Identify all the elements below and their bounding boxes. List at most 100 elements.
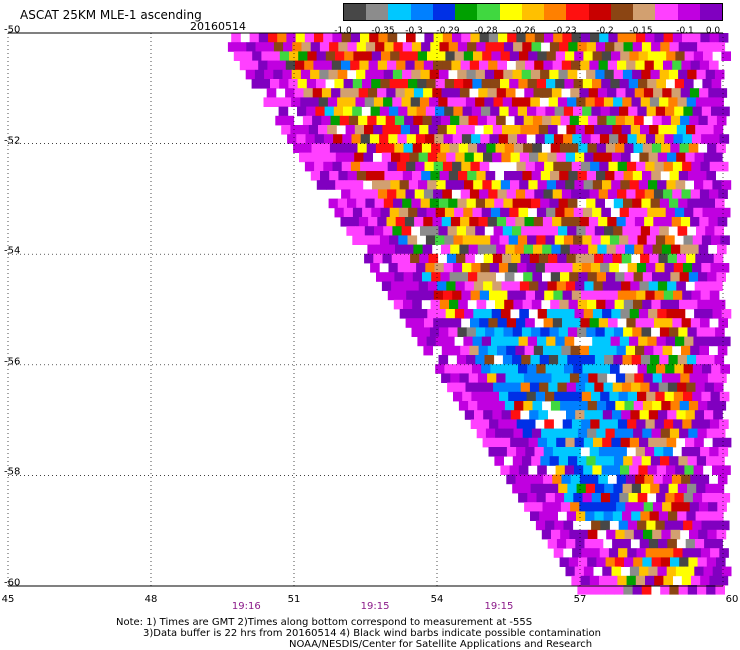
heatmap-cell [439,171,450,181]
heatmap-cell [412,171,422,181]
heatmap-cell [592,336,602,347]
heatmap-cell [400,125,411,135]
heatmap-cell [666,465,676,475]
heatmap-cell [529,410,539,420]
heatmap-cell [549,327,560,337]
heatmap-cell [625,502,635,512]
heatmap-cell [637,106,647,117]
colorbar-segment [610,4,634,20]
heatmap-cell [523,272,533,282]
heatmap-cell [524,502,534,512]
heatmap-cell [418,180,428,190]
heatmap-cell [628,79,639,89]
heatmap-cell [675,180,686,190]
heatmap-cell [644,474,654,485]
heatmap-cell [635,575,646,586]
heatmap-cell [495,428,505,439]
heatmap-cell [611,51,621,61]
heatmap-cell [302,115,313,126]
heatmap-cell [619,336,630,347]
heatmap-cell [665,207,676,218]
heatmap-cell [651,143,662,153]
heatmap-cell [651,557,662,567]
heatmap-cell [565,281,576,291]
heatmap-cell [659,226,669,236]
heatmap-cell [553,134,564,144]
heatmap-cell [312,88,323,98]
heatmap-cell [551,502,562,512]
heatmap-cell [631,382,641,393]
heatmap-cell [554,364,565,374]
heatmap-cell [721,566,732,577]
heatmap-cell [476,428,487,439]
heatmap-cell [571,189,581,199]
heatmap-cell [569,373,580,383]
heatmap-cell [570,345,581,356]
heatmap-cell [589,447,600,457]
heatmap-cell [566,125,576,135]
heatmap-cell [709,447,719,457]
heatmap-cell [279,79,289,89]
heatmap-cell [456,382,466,393]
heatmap-cell [514,244,525,255]
heatmap-cell [554,106,565,117]
heatmap-cell [517,235,528,245]
heatmap-cell [481,207,492,218]
heatmap-cell [254,69,265,80]
heatmap-cell [621,382,632,393]
heatmap-cell [610,364,620,374]
heatmap-cell [463,79,473,89]
heatmap-cell [679,272,690,282]
heatmap-cell [454,79,464,89]
heatmap-cell [713,125,724,135]
heatmap-cell [690,345,700,356]
heatmap-cell [501,410,512,420]
heatmap-cell [332,161,343,172]
heatmap-cell [698,373,709,383]
heatmap-cell [469,217,479,227]
heatmap-cell [639,152,649,163]
heatmap-cell [564,207,575,218]
heatmap-cell [394,115,405,126]
heatmap-cell [690,318,701,328]
heatmap-cell [687,585,698,595]
heatmap-cell [670,401,681,411]
heatmap-cell [500,336,510,347]
heatmap-cell [588,88,599,98]
heatmap-cell [391,152,401,163]
heatmap-cell [553,161,563,172]
heatmap-cell [621,125,632,135]
heatmap-cell [495,401,506,411]
heatmap-cell [522,299,533,310]
heatmap-cell [584,539,595,549]
heatmap-cell [545,106,555,117]
heatmap-cell [544,419,554,429]
heatmap-cell [579,244,589,255]
heatmap-cell [506,217,516,227]
heatmap-cell [309,97,320,107]
heatmap-cell [384,171,394,181]
heatmap-cell [371,79,381,89]
heatmap-cell [333,134,343,144]
heatmap-cell [568,557,579,567]
heatmap-cell [387,60,397,71]
heatmap-cell [559,171,569,181]
heatmap-cell [344,180,354,190]
heatmap-cell [436,51,446,61]
heatmap-cell [285,88,295,98]
heatmap-cell [481,364,491,374]
heatmap-cell [522,428,533,439]
heatmap-cell [525,60,535,71]
heatmap-cell [557,382,568,393]
heatmap-cell [634,88,645,98]
heatmap-cell [578,115,589,126]
heatmap-cell [479,318,489,328]
heatmap-cell [480,391,491,402]
heatmap-cell [519,281,530,291]
heatmap-cell [503,327,514,337]
heatmap-cell [689,529,699,540]
heatmap-cell [522,42,532,52]
heatmap-cell [717,502,727,512]
heatmap-cell [651,299,661,310]
heatmap-cell [506,447,517,457]
